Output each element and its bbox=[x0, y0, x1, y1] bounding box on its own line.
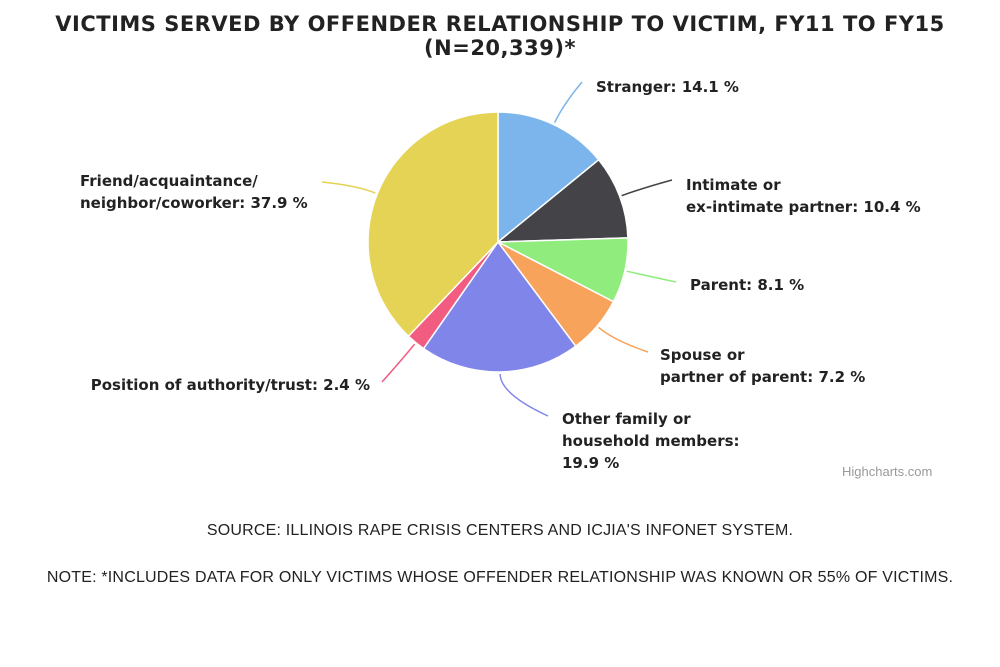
label-spouse-partner-of-parent: Spouse or partner of parent: 7.2 % bbox=[660, 346, 865, 386]
pie-slice-other-family[interactable] bbox=[422, 240, 577, 373]
footnote: NOTE: *INCLUDES DATA FOR ONLY VICTIMS WH… bbox=[46, 569, 954, 586]
source-note: SOURCE: ILLINOIS RAPE CRISIS CENTERS AND… bbox=[206, 522, 794, 539]
connector-friend-acquaintance bbox=[321, 181, 376, 194]
highcharts-credit[interactable]: Highcharts.com bbox=[842, 464, 933, 479]
connector-parent bbox=[626, 270, 677, 283]
connector-spouse-partner-of-parent bbox=[598, 326, 649, 353]
connector-stranger bbox=[553, 81, 583, 124]
label-parent: Parent: 8.1 % bbox=[690, 276, 804, 294]
connector-other-family bbox=[499, 373, 549, 417]
label-intimate-partner: Intimate or ex-intimate partner: 10.4 % bbox=[686, 176, 921, 216]
pie-slice-friend-acquaintance[interactable] bbox=[367, 111, 499, 338]
pie-slice-stranger[interactable] bbox=[497, 111, 600, 244]
label-position-of-authority: Position of authority/trust: 2.4 % bbox=[91, 376, 370, 394]
pie-slice-intimate-partner[interactable] bbox=[495, 158, 629, 243]
pie-chart: Stranger: 14.1 % Intimate or ex-intimate p… bbox=[80, 78, 921, 472]
label-stranger: Stranger: 14.1 % bbox=[596, 78, 739, 96]
connector-intimate-partner bbox=[621, 179, 673, 197]
label-friend-acquaintance: Friend/acquaintance/neighbor/coworker: 3… bbox=[80, 172, 308, 212]
chart-title: VICTIMS SERVED BY OFFENDER RELATIONSHIP … bbox=[55, 12, 945, 60]
connector-position-of-authority bbox=[381, 343, 416, 383]
label-other-family: Other family or household members: 19.9 % bbox=[562, 410, 740, 472]
